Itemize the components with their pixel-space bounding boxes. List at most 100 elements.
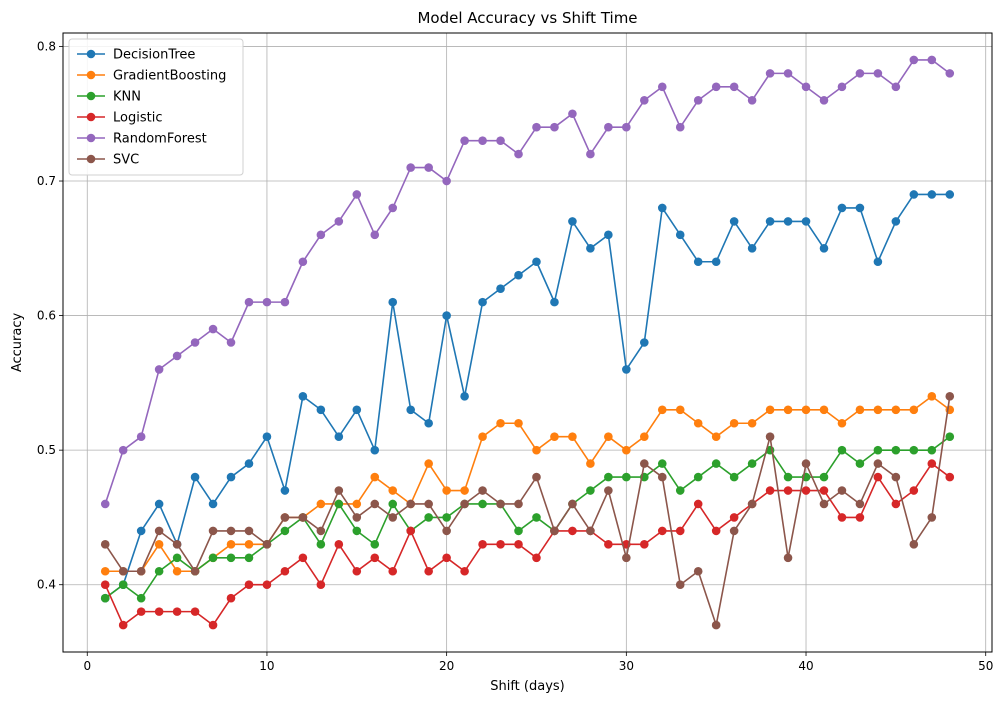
- data-point-decisiontree: [370, 445, 380, 455]
- data-point-logistic: [118, 620, 128, 630]
- data-point-knn: [352, 526, 362, 536]
- data-point-svc: [316, 526, 326, 536]
- data-point-gradientboosting: [442, 486, 451, 495]
- data-point-knn: [100, 593, 110, 603]
- data-point-decisiontree: [460, 392, 469, 401]
- data-point-gradientboosting: [370, 472, 380, 482]
- data-point-randomforest: [154, 365, 164, 374]
- data-point-decisiontree: [406, 405, 416, 415]
- legend-marker-randomforest: [86, 133, 96, 143]
- data-point-decisiontree: [496, 284, 505, 293]
- data-point-gradientboosting: [496, 418, 505, 428]
- data-point-decisiontree: [388, 297, 398, 307]
- data-point-logistic: [424, 566, 433, 576]
- legend-marker-knn: [86, 91, 96, 101]
- data-point-svc: [100, 540, 110, 549]
- data-point-logistic: [801, 486, 811, 495]
- series-randomforest: [100, 55, 955, 509]
- data-point-logistic: [190, 607, 200, 616]
- data-point-svc: [496, 499, 505, 509]
- data-point-decisiontree: [675, 230, 685, 240]
- data-point-logistic: [208, 620, 218, 630]
- data-point-gradientboosting: [424, 459, 433, 468]
- data-point-randomforest: [496, 136, 505, 145]
- data-point-logistic: [172, 607, 182, 616]
- data-point-knn: [747, 459, 757, 468]
- data-point-svc: [370, 499, 380, 509]
- data-point-svc: [873, 459, 883, 468]
- data-point-logistic: [837, 513, 847, 522]
- data-point-svc: [639, 459, 649, 468]
- data-point-knn: [388, 499, 398, 509]
- data-point-logistic: [711, 526, 721, 536]
- x-tick-label: 10: [259, 659, 274, 673]
- data-point-randomforest: [280, 297, 290, 307]
- data-point-decisiontree: [711, 257, 721, 267]
- data-point-svc: [442, 526, 451, 536]
- data-point-svc: [819, 499, 829, 509]
- data-point-svc: [136, 566, 146, 576]
- legend-marker-gradientboosting: [86, 70, 96, 80]
- data-point-decisiontree: [424, 418, 433, 428]
- grid: [63, 33, 992, 652]
- data-point-decisiontree: [514, 270, 523, 280]
- data-point-logistic: [855, 513, 865, 522]
- data-point-logistic: [496, 540, 505, 549]
- data-point-randomforest: [927, 55, 937, 65]
- data-point-svc: [801, 459, 811, 468]
- data-point-decisiontree: [316, 405, 326, 415]
- data-point-randomforest: [729, 82, 739, 92]
- data-point-randomforest: [352, 190, 362, 199]
- data-point-svc: [765, 432, 775, 441]
- data-point-logistic: [568, 526, 577, 536]
- data-point-logistic: [154, 607, 164, 616]
- data-point-knn: [136, 593, 146, 603]
- data-point-svc: [226, 526, 236, 536]
- data-point-randomforest: [855, 69, 865, 78]
- data-point-decisiontree: [837, 203, 847, 213]
- data-point-decisiontree: [693, 257, 703, 267]
- data-point-svc: [388, 513, 398, 522]
- data-point-gradientboosting: [316, 499, 326, 509]
- data-point-knn: [622, 472, 631, 482]
- data-point-svc: [334, 486, 344, 495]
- data-point-svc: [657, 472, 667, 482]
- data-point-svc: [172, 540, 182, 549]
- data-point-gradientboosting: [837, 418, 847, 428]
- data-point-gradientboosting: [801, 405, 811, 415]
- data-point-decisiontree: [873, 257, 883, 267]
- data-point-svc: [478, 486, 487, 495]
- data-point-svc: [891, 472, 901, 482]
- data-point-randomforest: [100, 499, 110, 509]
- data-point-randomforest: [873, 69, 883, 78]
- x-tick-label: 40: [798, 659, 813, 673]
- data-point-randomforest: [406, 163, 416, 172]
- data-point-svc: [298, 513, 308, 522]
- legend-marker-svc: [86, 154, 96, 164]
- data-point-randomforest: [550, 122, 559, 132]
- data-point-decisiontree: [639, 338, 649, 347]
- data-point-randomforest: [657, 82, 667, 92]
- data-point-gradientboosting: [226, 540, 236, 549]
- data-point-gradientboosting: [693, 418, 703, 428]
- data-point-randomforest: [172, 351, 182, 361]
- data-point-decisiontree: [855, 203, 865, 213]
- data-point-decisiontree: [226, 472, 236, 482]
- data-point-logistic: [100, 580, 110, 590]
- series-logistic: [100, 459, 955, 630]
- data-point-randomforest: [514, 149, 523, 159]
- data-point-decisiontree: [352, 405, 362, 415]
- data-point-randomforest: [586, 149, 595, 159]
- data-point-decisiontree: [747, 244, 757, 253]
- data-point-svc: [244, 526, 254, 536]
- data-point-svc: [424, 499, 433, 509]
- x-axis-label: Shift (days): [490, 679, 565, 694]
- data-point-knn: [819, 472, 829, 482]
- data-point-logistic: [244, 580, 254, 590]
- data-point-knn: [711, 459, 721, 468]
- data-point-knn: [604, 472, 613, 482]
- data-point-randomforest: [891, 82, 901, 92]
- data-point-gradientboosting: [729, 418, 739, 428]
- data-point-gradientboosting: [604, 432, 613, 441]
- data-point-gradientboosting: [622, 445, 631, 455]
